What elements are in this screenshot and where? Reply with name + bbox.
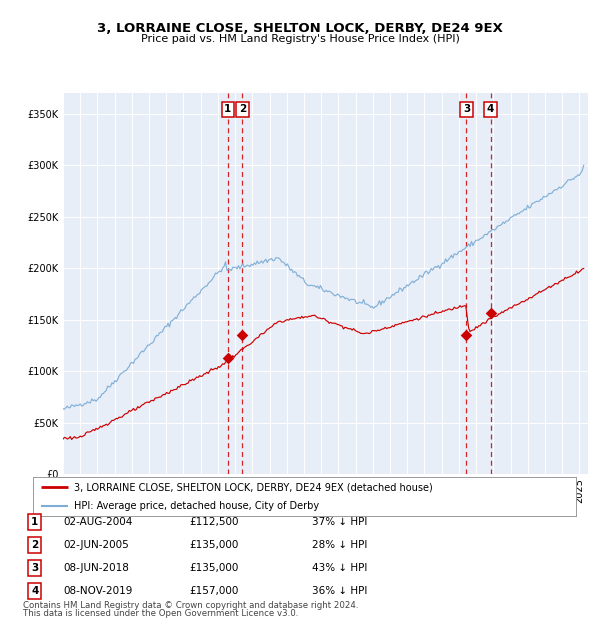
Text: 08-JUN-2018: 08-JUN-2018 [63,563,129,574]
Text: Contains HM Land Registry data © Crown copyright and database right 2024.: Contains HM Land Registry data © Crown c… [23,601,358,610]
Text: 02-AUG-2004: 02-AUG-2004 [63,517,133,528]
Text: 43% ↓ HPI: 43% ↓ HPI [312,563,367,574]
Text: 08-NOV-2019: 08-NOV-2019 [63,586,133,596]
Text: HPI: Average price, detached house, City of Derby: HPI: Average price, detached house, City… [74,501,319,512]
Text: Price paid vs. HM Land Registry's House Price Index (HPI): Price paid vs. HM Land Registry's House … [140,34,460,44]
Text: 3: 3 [463,104,470,115]
Text: 2: 2 [239,104,246,115]
Text: £157,000: £157,000 [189,586,238,596]
Text: 2: 2 [31,540,38,551]
Text: £135,000: £135,000 [189,563,238,574]
Text: 28% ↓ HPI: 28% ↓ HPI [312,540,367,551]
Text: 3, LORRAINE CLOSE, SHELTON LOCK, DERBY, DE24 9EX: 3, LORRAINE CLOSE, SHELTON LOCK, DERBY, … [97,22,503,35]
Text: 4: 4 [31,586,38,596]
Point [461,330,471,340]
Text: 37% ↓ HPI: 37% ↓ HPI [312,517,367,528]
Text: 3, LORRAINE CLOSE, SHELTON LOCK, DERBY, DE24 9EX (detached house): 3, LORRAINE CLOSE, SHELTON LOCK, DERBY, … [74,482,433,492]
Text: 1: 1 [31,517,38,528]
Text: 02-JUN-2005: 02-JUN-2005 [63,540,129,551]
Point [223,353,233,363]
Text: 1: 1 [224,104,232,115]
Text: 4: 4 [487,104,494,115]
Text: £135,000: £135,000 [189,540,238,551]
Text: This data is licensed under the Open Government Licence v3.0.: This data is licensed under the Open Gov… [23,608,298,618]
Point [486,308,496,317]
Point [238,330,247,340]
Text: 36% ↓ HPI: 36% ↓ HPI [312,586,367,596]
Text: 3: 3 [31,563,38,574]
Text: £112,500: £112,500 [189,517,239,528]
